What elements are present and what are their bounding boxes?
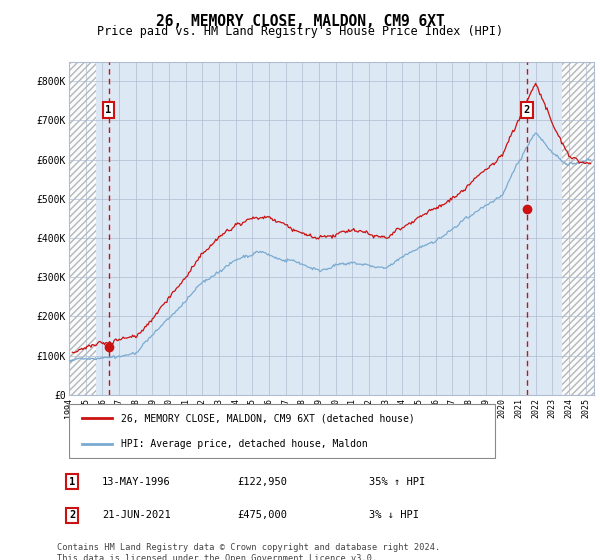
Text: 26, MEMORY CLOSE, MALDON, CM9 6XT (detached house): 26, MEMORY CLOSE, MALDON, CM9 6XT (detac… — [121, 413, 415, 423]
Text: Contains HM Land Registry data © Crown copyright and database right 2024.
This d: Contains HM Land Registry data © Crown c… — [57, 543, 440, 560]
Text: Price paid vs. HM Land Registry's House Price Index (HPI): Price paid vs. HM Land Registry's House … — [97, 25, 503, 38]
Text: 2: 2 — [69, 510, 75, 520]
FancyBboxPatch shape — [69, 404, 495, 458]
Text: 21-JUN-2021: 21-JUN-2021 — [102, 510, 171, 520]
Text: 13-MAY-1996: 13-MAY-1996 — [102, 477, 171, 487]
Text: 1: 1 — [69, 477, 75, 487]
Text: 26, MEMORY CLOSE, MALDON, CM9 6XT: 26, MEMORY CLOSE, MALDON, CM9 6XT — [155, 14, 445, 29]
Text: £475,000: £475,000 — [237, 510, 287, 520]
Text: £122,950: £122,950 — [237, 477, 287, 487]
Text: 3% ↓ HPI: 3% ↓ HPI — [369, 510, 419, 520]
Text: 2: 2 — [524, 105, 530, 115]
Text: HPI: Average price, detached house, Maldon: HPI: Average price, detached house, Mald… — [121, 439, 367, 449]
Text: 1: 1 — [106, 105, 112, 115]
Text: 35% ↑ HPI: 35% ↑ HPI — [369, 477, 425, 487]
